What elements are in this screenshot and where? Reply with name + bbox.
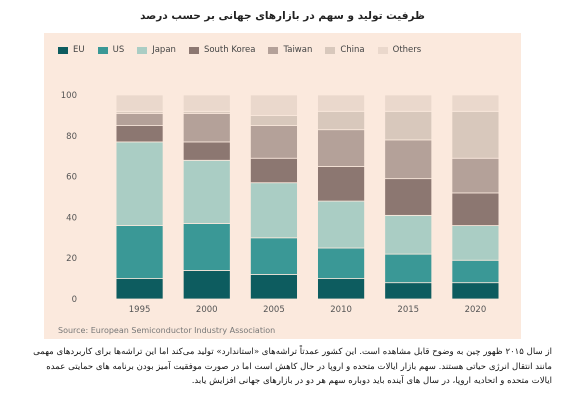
bar-segment [250, 115, 298, 127]
bar-segment [250, 94, 298, 116]
bar-segment [250, 125, 298, 159]
y-tick-label: 80 [66, 132, 77, 142]
bar-segment [451, 259, 500, 284]
bar-segment [317, 129, 365, 167]
bar-segment [250, 182, 298, 239]
y-tick-label: 40 [66, 213, 77, 223]
bar-segment [317, 247, 365, 280]
bar-segment [384, 110, 433, 141]
caption-text: از سال ۲۰۱۵ ظهور چین به وضوح قابل مشاهده… [33, 347, 552, 386]
bar-segment [182, 270, 231, 300]
y-tick-label: 0 [72, 295, 77, 305]
bar-segment [317, 110, 365, 131]
legend-swatch [137, 46, 148, 54]
bar-segment [182, 141, 231, 161]
legend-label: Japan [152, 45, 176, 55]
legend-item: South Korea [188, 45, 256, 55]
bar-segment [182, 159, 231, 224]
legend-label: Taiwan [283, 45, 313, 55]
bar-segment [317, 200, 365, 249]
legend-label: Others [392, 45, 422, 55]
bar-segment [115, 225, 164, 279]
bar-segment [451, 110, 500, 159]
x-tick-label: 2010 [330, 305, 352, 315]
chart-title: ظرفیت تولید و سهم در بازارهای جهانی بر ح… [140, 10, 425, 22]
legend-swatch [377, 46, 388, 54]
y-tick-label: 100 [61, 91, 77, 101]
bar-segment [317, 278, 365, 300]
legend-item: Japan [137, 45, 176, 55]
legend-item: Others [377, 45, 422, 55]
legend-item: EU [58, 45, 85, 55]
legend-swatch [268, 46, 279, 54]
legend-label: EU [73, 45, 85, 55]
legend-item: US [97, 45, 125, 55]
x-tick-label: 2015 [397, 305, 419, 315]
legend-label: South Korea [203, 45, 256, 55]
bar-segment [250, 274, 298, 300]
bar-segment [317, 94, 365, 112]
bar-segment [182, 94, 231, 112]
legend-swatch [325, 46, 336, 54]
bar-segment [250, 157, 298, 184]
bar-segment [384, 253, 433, 284]
bar-segment [384, 139, 433, 180]
bar-segment [384, 94, 433, 112]
bar-segment [115, 94, 164, 112]
legend-label: US [112, 45, 125, 55]
legend-item: China [325, 45, 365, 55]
x-tick-label: 2005 [263, 305, 285, 315]
legend-item: Taiwan [268, 45, 312, 55]
bar-segment [451, 282, 500, 300]
bar-segment [451, 94, 500, 112]
legend-swatch [188, 46, 199, 54]
bar-segment [384, 214, 433, 255]
chart-panel: EU US Japan South Korea Taiwan China Others 0 2… [44, 33, 521, 339]
x-tick-label: 2020 [465, 305, 487, 315]
y-tick-label: 20 [66, 254, 77, 264]
bar-segment [451, 192, 500, 226]
x-tick-label: 2000 [196, 305, 218, 315]
y-tick-label: 60 [66, 173, 77, 183]
bar-segment [384, 282, 433, 300]
bar-segment [182, 112, 231, 143]
bar-segment [182, 223, 231, 271]
bar-segment [451, 225, 500, 261]
legend-swatch [58, 46, 68, 54]
chart-source: Source: European Semiconductor Industry … [58, 326, 276, 335]
stacked-bar-chart: 0 20 40 60 80 100 1995 2000 2005 2010 2015 2020 [61, 91, 500, 315]
bar-segment [115, 278, 164, 300]
bar-segment [250, 237, 298, 275]
chart-legend: EU US Japan South Korea Taiwan China Others [58, 45, 434, 55]
bar-segment [384, 178, 433, 216]
bar-segment [115, 141, 164, 226]
bar-segment [115, 112, 164, 127]
x-tick-label: 1995 [129, 305, 151, 315]
legend-label: China [340, 45, 365, 55]
bar-segment [451, 157, 500, 194]
bar-segment [115, 125, 164, 143]
bar-segment [317, 165, 365, 202]
legend-swatch [97, 46, 108, 54]
